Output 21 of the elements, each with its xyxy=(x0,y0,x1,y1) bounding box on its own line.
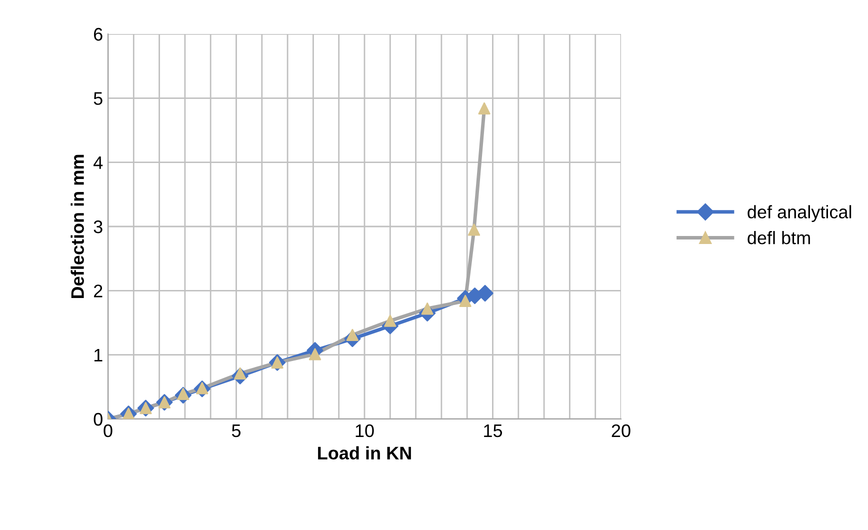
y-axis-title: Deflection in mm xyxy=(70,154,84,298)
y-tick-label: 4 xyxy=(94,156,103,169)
legend-label: defl btm xyxy=(748,231,810,244)
x-tick-label: 20 xyxy=(612,424,630,438)
x-tick-label: 0 xyxy=(104,424,112,438)
point xyxy=(308,348,322,360)
y-tick-label: 0 xyxy=(94,412,102,426)
y-tick-label: 6 xyxy=(94,28,102,41)
point xyxy=(468,224,480,236)
y-tick-label: 2 xyxy=(94,284,102,298)
point xyxy=(384,314,396,327)
point xyxy=(459,294,472,308)
legend-label: def analytical xyxy=(748,205,852,222)
x-tick-label: 5 xyxy=(232,424,241,438)
y-tick-label: 1 xyxy=(94,348,102,362)
y-tick-label: 5 xyxy=(94,92,102,105)
y-tick-label: 3 xyxy=(94,220,102,234)
point xyxy=(478,102,490,115)
x-axis-title: Load in KN xyxy=(318,446,411,460)
x-tick-label: 15 xyxy=(484,424,502,438)
x-tick-label: 10 xyxy=(356,424,374,438)
